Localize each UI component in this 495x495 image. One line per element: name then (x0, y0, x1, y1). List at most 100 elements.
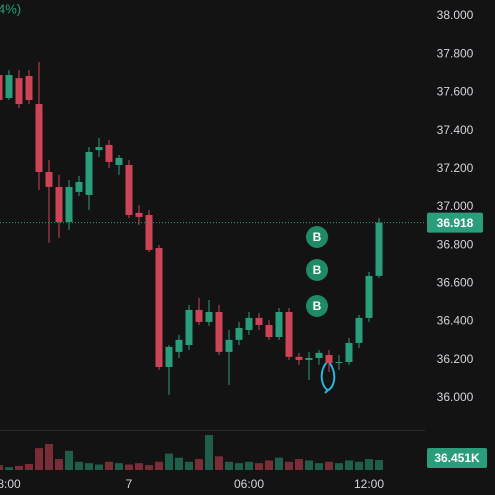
candle-body (165, 346, 173, 367)
candle-body (135, 212, 143, 217)
candle-body (325, 354, 333, 363)
candle-body (85, 151, 93, 195)
last-price-badge (427, 212, 483, 233)
header-fragment: 4%) (0, 1, 21, 16)
y-tick-label: 36.400 (437, 314, 474, 328)
candle-body (215, 311, 223, 352)
y-tick-label: 37.200 (437, 161, 474, 175)
candle-body (335, 362, 343, 364)
volume-bar (175, 457, 183, 470)
buy-signal-label: B (313, 263, 322, 277)
candle-body (35, 104, 43, 173)
candle-body (125, 164, 133, 215)
candle-body (145, 215, 153, 250)
volume-bar (15, 465, 23, 470)
buy-signal-label: B (313, 299, 322, 313)
x-tick-label: 06:00 (234, 477, 264, 491)
candle-body (5, 75, 13, 98)
candle-body (305, 358, 313, 360)
y-tick-label: 38.000 (437, 8, 474, 22)
volume-bar (125, 464, 133, 470)
volume-bar (335, 463, 343, 470)
volume-bar (325, 461, 333, 470)
volume-bar (155, 461, 163, 470)
last-price-label: 36.918 (437, 216, 474, 230)
buy-signal-label: B (313, 230, 322, 244)
y-tick-label: 37.600 (437, 85, 474, 99)
y-tick-label: 36.000 (437, 390, 474, 404)
candle-body (275, 311, 283, 338)
candle-body (45, 172, 53, 187)
candle-body (155, 248, 163, 367)
volume-bar (355, 461, 363, 470)
buy-signal (306, 259, 328, 281)
volume-bar (115, 463, 123, 470)
volume-bar (5, 467, 13, 470)
y-tick-label: 37.000 (437, 199, 474, 213)
candle-body (175, 339, 183, 352)
volume-bar (305, 460, 313, 470)
volume-bar (275, 457, 283, 470)
candle-body (245, 317, 253, 330)
candle-body (235, 328, 243, 340)
candle-body (185, 309, 193, 346)
candle-body (315, 352, 323, 359)
volume-bar (95, 464, 103, 470)
x-tick-label: 8:00 (0, 477, 21, 491)
candle-body (355, 317, 363, 343)
candle-body (195, 309, 203, 322)
volume-bar (185, 461, 193, 470)
candle-body (365, 275, 373, 318)
candle-body (265, 324, 273, 338)
volume-bar (255, 463, 263, 470)
volume-bar (55, 459, 63, 470)
volume-bar (145, 465, 153, 470)
volume-badge (427, 448, 487, 468)
candle-body (285, 311, 293, 357)
x-tick-label: 12:00 (354, 477, 384, 491)
candle-body (55, 186, 63, 223)
volume-bar (235, 463, 243, 470)
volume-bar (105, 461, 113, 470)
volume-bar (345, 460, 353, 470)
volume-bar (225, 461, 233, 470)
volume-bar (45, 444, 53, 470)
y-tick-label: 36.200 (437, 352, 474, 366)
candle-body (75, 181, 83, 192)
volume-bar (245, 461, 253, 470)
volume-bar (195, 459, 203, 470)
volume-last-label: 36.451K (434, 451, 480, 465)
volume-bar (205, 435, 213, 470)
y-tick-label: 37.400 (437, 123, 474, 137)
volume-bar (295, 459, 303, 470)
volume-bar (285, 461, 293, 470)
volume-bar (135, 463, 143, 470)
volume-bar (35, 448, 43, 470)
candle-body (95, 147, 103, 151)
candle-body (295, 356, 303, 360)
drawing-annotation (320, 361, 336, 394)
candle-body (0, 75, 3, 101)
y-tick-label: 36.600 (437, 276, 474, 290)
candle-body (115, 157, 123, 165)
y-tick-label: 37.800 (437, 46, 474, 60)
volume-bar (65, 450, 73, 470)
volume-bar (75, 461, 83, 470)
candle-body (255, 317, 263, 325)
buy-signal (306, 226, 328, 248)
volume-bar (215, 456, 223, 470)
volume-bar (315, 463, 323, 470)
candle-body (345, 342, 353, 363)
candle-body (105, 144, 113, 162)
candle-body (225, 339, 233, 352)
volume-bar (0, 465, 3, 470)
volume-bar (375, 460, 383, 470)
candle-body (375, 222, 383, 276)
volume-bar (265, 460, 273, 470)
x-tick-label: 7 (126, 477, 133, 491)
volume-bar (165, 453, 173, 470)
candle-body (25, 75, 33, 101)
